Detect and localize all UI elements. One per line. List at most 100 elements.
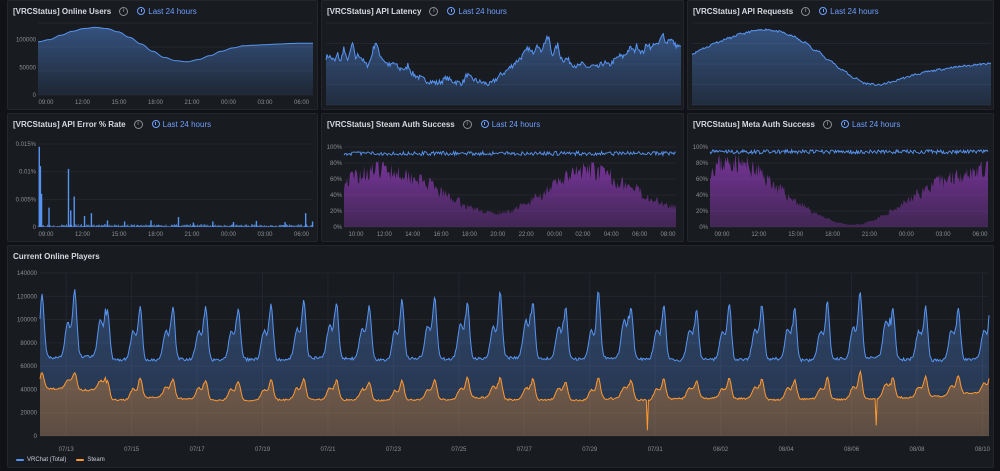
online-users-panel[interactable]: [VRCStatus] Online Users i Last 24 hours… [7,0,318,110]
panel-header: [VRCStatus] Meta Auth Success i Last 24 … [693,117,900,131]
info-icon[interactable]: i [133,119,143,129]
panel-title[interactable]: [VRCStatus] API Latency [327,6,422,16]
time-range-link[interactable]: Last 24 hours [480,119,541,129]
x-tick-label: 04:00 [604,232,620,238]
x-tick-label: 21:00 [184,100,200,106]
meta-auth-panel[interactable]: [VRCStatus] Meta Auth Success i Last 24 … [687,113,994,242]
steam-auth-chart[interactable]: 0% 20% 40% 60% 80% 100% 10:00 12:00 14:00 16:00 18… [322,114,684,242]
time-range-link[interactable]: Last 24 hours [151,120,211,129]
error-spike [212,221,214,227]
x-tick-label: 07/15 [124,447,140,453]
panel-title[interactable]: [VRCStatus] Meta Auth Success [693,119,815,129]
x-tick-label: 10:00 [348,232,364,238]
current-online-players-panel[interactable]: Current Online Players 0 20000 40000 60000 8… [7,245,994,468]
error-spike [40,193,43,227]
x-tick-label: 03:00 [936,232,952,238]
y-tick-label: 80000 [20,341,37,347]
y-tick-label: 0.01% [19,170,37,176]
chart-legend: VRChat (Total) Steam [16,457,105,463]
time-range-link[interactable]: Last 24 hours [840,120,900,129]
x-tick-label: 00:00 [221,100,237,106]
x-tick-label: 18:00 [148,100,164,106]
x-tick-label: 09:00 [38,232,54,238]
x-tick-label: 08/06 [844,447,860,453]
legend-swatch-steam [76,459,85,461]
info-icon[interactable]: i [462,119,472,129]
meta-auth-chart[interactable]: 0% 20% 40% 60% 80% 100% 09:00 12:00 15:00 18:00 21… [688,114,994,242]
legend-swatch-vrchat [16,459,24,461]
panel-title[interactable]: [VRCStatus] Online Users [13,6,112,16]
legend-item-steam[interactable]: Steam [76,457,105,463]
panel-title[interactable]: [VRCStatus] API Error % Rate [13,119,126,129]
api-error-rate-panel[interactable]: [VRCStatus] API Error % Rate i Last 24 h… [7,113,318,242]
x-tick-label: 16:00 [434,232,450,238]
x-tick-label: 07/23 [386,447,402,453]
api-requests-chart[interactable] [688,1,994,110]
panel-title[interactable]: Current Online Players [13,251,100,261]
time-range-link[interactable]: Last 24 hours [819,6,879,16]
x-tick-label: 07/29 [582,447,598,453]
x-tick-label: 07/17 [190,447,206,453]
auth-success-line [709,148,989,156]
x-tick-label: 06:00 [632,232,648,238]
x-tick-label: 06:00 [972,232,988,238]
y-tick-label: 0.005% [16,197,37,203]
legend-item-vrchat[interactable]: VRChat (Total) [16,457,66,463]
time-range-label: Last 24 hours [491,119,541,129]
y-tick-label: 60% [696,177,709,183]
time-range-link[interactable]: Last 24 hours [137,6,197,16]
legend-label-vrchat: VRChat (Total) [27,457,67,463]
online-players-chart[interactable]: 0 20000 40000 60000 80000 100000 120000 140000 0… [8,246,994,468]
error-spike [177,217,180,227]
series-area [692,28,991,105]
x-tick-label: 15:00 [111,100,127,106]
y-tick-label: 0 [34,434,38,440]
x-tick-label: 00:00 [547,232,563,238]
api-latency-panel[interactable]: [VRCStatus] API Latency i Last 24 hours [321,0,684,110]
info-icon[interactable]: i [822,119,832,129]
panel-title[interactable]: [VRCStatus] Steam Auth Success [327,119,455,129]
x-tick-label: 00:00 [221,232,237,238]
y-tick-label: 60% [330,177,343,183]
steam-auth-panel[interactable]: [VRCStatus] Steam Auth Success i Last 24… [321,113,684,242]
series-line [38,26,313,63]
series-area [326,33,681,106]
y-tick-label: 100000 [17,318,38,324]
api-requests-panel[interactable]: [VRCStatus] API Requests i Last 24 hours [687,0,994,110]
panel-title[interactable]: [VRCStatus] API Requests [693,6,794,16]
api-latency-chart[interactable] [322,1,684,110]
error-spike [311,221,314,227]
online-users-chart[interactable]: 0 50000 100000 09:00 12:00 15:00 18:00 21:00 00:… [8,1,318,110]
x-tick-label: 12:00 [75,100,91,106]
error-spike [150,220,152,227]
y-tick-label: 80% [330,161,343,167]
x-tick-label: 20:00 [490,232,506,238]
x-tick-label: 02:00 [575,232,591,238]
time-range-label: Last 24 hours [830,6,879,16]
y-tick-label: 100% [693,145,709,151]
time-range-link[interactable]: Last 24 hours [447,7,507,16]
x-tick-label: 22:00 [519,232,535,238]
time-range-label: Last 24 hours [148,6,197,16]
info-icon[interactable]: i [429,6,439,16]
error-spike [255,220,258,227]
error-spike [48,207,50,227]
info-icon[interactable]: i [119,6,129,16]
x-tick-label: 18:00 [825,232,841,238]
x-tick-label: 08/08 [909,447,925,453]
x-tick-label: 21:00 [862,232,878,238]
panel-header: [VRCStatus] API Error % Rate i Last 24 h… [13,117,211,131]
x-tick-label: 14:00 [405,232,421,238]
x-tick-label: 08:00 [660,232,676,238]
x-tick-label: 21:00 [184,232,200,238]
error-spike [106,220,109,227]
x-tick-label: 09:00 [714,232,730,238]
error-spike [39,166,42,227]
info-icon[interactable]: i [801,6,811,16]
y-tick-label: 0% [333,225,342,231]
api-error-rate-chart[interactable]: 0 0.005% 0.01% 0.015% 09:00 12:00 15:00 18:00 21… [8,114,318,242]
error-spike [38,146,40,227]
x-tick-label: 18:00 [462,232,478,238]
x-tick-label: 06:00 [294,232,310,238]
x-tick-label: 08/02 [713,447,729,453]
